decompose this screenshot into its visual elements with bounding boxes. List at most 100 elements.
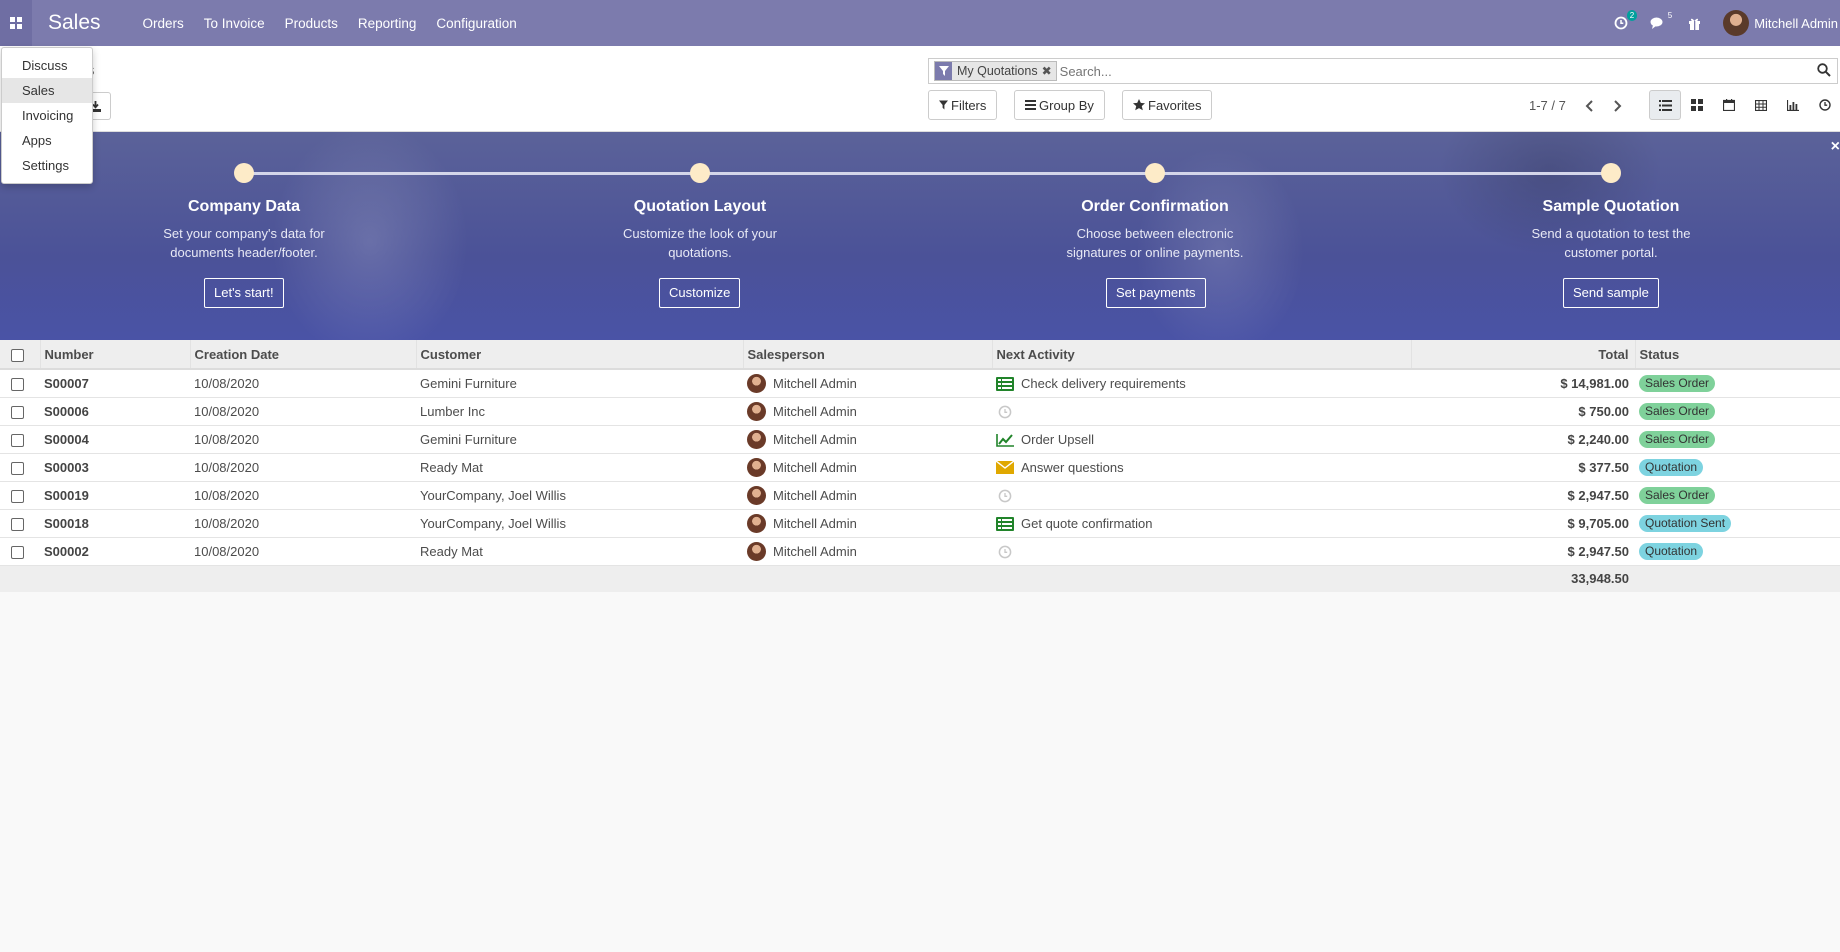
kanban-view-button[interactable] — [1681, 90, 1713, 120]
apps-item-settings[interactable]: Settings — [22, 158, 69, 173]
send-sample-button[interactable]: Send sample — [1563, 278, 1659, 308]
lets-start-button[interactable]: Let's start! — [204, 278, 284, 308]
row-select-cell — [0, 369, 40, 398]
calendar-view-button[interactable] — [1713, 90, 1745, 120]
salesperson-cell: Mitchell Admin — [743, 369, 992, 398]
pivot-view-button[interactable] — [1745, 90, 1777, 120]
menu-products[interactable]: Products — [284, 15, 338, 31]
status-cell: Quotation — [1635, 453, 1840, 482]
table-row[interactable]: S00003 10/08/2020 Ready Mat Mitchell Admin A… — [0, 453, 1840, 482]
menu-orders[interactable]: Orders — [142, 15, 184, 31]
user-menu[interactable]: Mitchell Admin — [1723, 10, 1838, 36]
apps-item-apps[interactable]: Apps — [22, 133, 52, 148]
salesperson-name: Mitchell Admin — [773, 432, 857, 447]
list-view-button[interactable] — [1649, 90, 1681, 120]
column-total[interactable]: Total — [1411, 340, 1636, 370]
salesperson-name: Mitchell Admin — [773, 544, 857, 559]
trend-up-icon[interactable] — [996, 433, 1014, 447]
menu-reporting[interactable]: Reporting — [357, 15, 417, 31]
column-creation-date[interactable]: Creation Date — [190, 340, 417, 370]
table-row[interactable]: S00019 10/08/2020 YourCompany, Joel Willis… — [0, 481, 1840, 510]
activity-view-button[interactable] — [1809, 90, 1840, 120]
apps-menu-toggle[interactable] — [0, 0, 32, 46]
step-dot — [1145, 163, 1165, 183]
search-bar[interactable]: My Quotations ✖ — [928, 58, 1838, 84]
search-icon[interactable] — [1817, 63, 1831, 77]
table-body: S00007 10/08/2020 Gemini Furniture Mitchell… — [0, 369, 1840, 592]
activity-summary: Check delivery requirements — [1021, 376, 1186, 391]
filter-icon — [935, 62, 952, 80]
grand-total: 33,948.50 — [1411, 565, 1635, 592]
order-total: $ 14,981.00 — [1411, 369, 1635, 398]
app-brand[interactable]: Sales — [48, 11, 101, 34]
step-dot — [1601, 163, 1621, 183]
table-row[interactable]: S00006 10/08/2020 Lumber Inc Mitchell Admin… — [0, 397, 1840, 426]
row-select-cell — [0, 425, 40, 454]
bars-icon — [1025, 100, 1036, 110]
row-checkbox[interactable] — [11, 518, 24, 532]
salesperson-cell: Mitchell Admin — [743, 397, 992, 426]
row-checkbox[interactable] — [11, 490, 24, 504]
column-number[interactable]: Number — [40, 340, 191, 370]
apps-item-invoicing[interactable]: Invoicing — [22, 108, 74, 123]
apps-item-sales[interactable]: Sales — [2, 78, 92, 103]
customer-name: Lumber Inc — [416, 397, 743, 426]
bar-chart-icon — [1787, 99, 1799, 111]
group-by-button[interactable]: Group By — [1014, 90, 1105, 120]
chevron-right-icon[interactable] — [1613, 100, 1622, 112]
total-spacer — [40, 565, 190, 592]
table-row[interactable]: S00018 10/08/2020 YourCompany, Joel Willis… — [0, 509, 1840, 538]
clock-icon[interactable] — [996, 545, 1014, 559]
pager-value[interactable]: 1-7 / 7 — [1529, 98, 1566, 113]
order-total: $ 2,240.00 — [1411, 425, 1635, 454]
chevron-left-icon[interactable] — [1585, 100, 1594, 112]
column-salesperson[interactable]: Salesperson — [743, 340, 993, 370]
order-number: S00019 — [40, 481, 190, 510]
activity-button[interactable]: 2 — [1614, 10, 1638, 30]
avatar — [747, 458, 766, 477]
graph-view-button[interactable] — [1777, 90, 1809, 120]
clock-icon[interactable] — [996, 405, 1014, 419]
table-row[interactable]: S00002 10/08/2020 Ready Mat Mitchell Admin $… — [0, 537, 1840, 566]
row-checkbox[interactable] — [11, 546, 24, 560]
select-all-checkbox[interactable] — [11, 348, 24, 362]
column-next-activity[interactable]: Next Activity — [992, 340, 1412, 370]
search-input[interactable] — [1059, 63, 1837, 79]
menu-to-invoice[interactable]: To Invoice — [203, 15, 265, 31]
search-facet[interactable]: My Quotations ✖ — [934, 61, 1057, 81]
filters-button[interactable]: Filters — [928, 90, 998, 120]
row-select-cell — [0, 453, 40, 482]
row-checkbox[interactable] — [11, 462, 24, 476]
status-badge: Quotation — [1639, 459, 1704, 476]
apps-item-discuss[interactable]: Discuss — [22, 58, 68, 73]
column-status[interactable]: Status — [1635, 340, 1840, 370]
row-checkbox[interactable] — [11, 378, 24, 392]
gift-icon — [1689, 18, 1701, 30]
todo-list-icon[interactable] — [996, 516, 1014, 531]
row-checkbox[interactable] — [11, 406, 24, 420]
table-row[interactable]: S00004 10/08/2020 Gemini Furniture Mitchell… — [0, 425, 1840, 454]
salesperson-cell: Mitchell Admin — [743, 453, 992, 482]
menu-configuration[interactable]: Configuration — [436, 15, 517, 31]
apps-dropdown-menu: Discuss Sales Invoicing Apps Settings — [1, 47, 93, 184]
envelope-icon[interactable] — [996, 461, 1014, 474]
set-payments-button[interactable]: Set payments — [1106, 278, 1206, 308]
next-activity-cell: Answer questions — [992, 453, 1411, 482]
table-row[interactable]: S00007 10/08/2020 Gemini Furniture Mitchell… — [0, 369, 1840, 398]
customize-button[interactable]: Customize — [659, 278, 741, 308]
row-checkbox[interactable] — [11, 434, 24, 448]
salesperson-name: Mitchell Admin — [773, 516, 857, 531]
messages-button[interactable]: 5 — [1650, 11, 1672, 30]
close-icon[interactable]: × — [1830, 138, 1840, 155]
filter-icon — [939, 100, 948, 110]
select-all-cell — [0, 340, 41, 370]
todo-list-icon[interactable] — [996, 376, 1014, 391]
next-activity-cell — [992, 537, 1411, 566]
salesperson-cell: Mitchell Admin — [743, 481, 992, 510]
facet-remove-icon[interactable]: ✖ — [1041, 64, 1052, 78]
gift-button[interactable] — [1688, 17, 1701, 30]
favorites-button[interactable]: Favorites — [1122, 90, 1213, 120]
column-customer[interactable]: Customer — [416, 340, 744, 370]
step-title: Quotation Layout — [633, 198, 767, 215]
clock-icon[interactable] — [996, 489, 1014, 503]
